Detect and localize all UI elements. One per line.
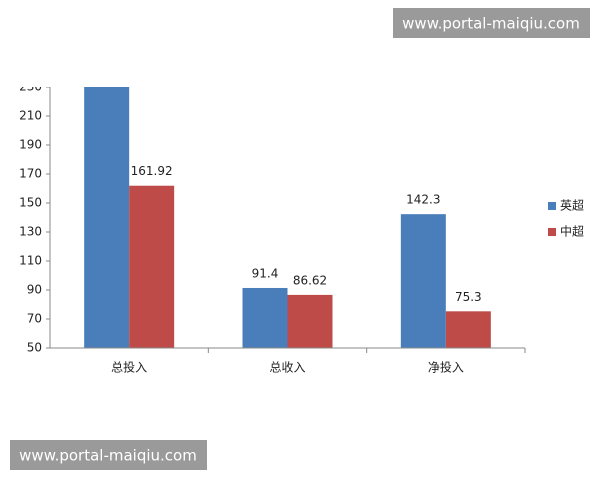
x-tick-label: 总收入 xyxy=(269,361,305,375)
watermark-box xyxy=(10,440,207,470)
data-label: 86.62 xyxy=(293,273,327,287)
y-tick-label: 90 xyxy=(27,283,42,297)
y-tick-label: 150 xyxy=(19,196,42,210)
watermark-box xyxy=(393,8,590,38)
y-tick-label: 170 xyxy=(19,167,42,181)
data-label: 142.3 xyxy=(406,193,440,207)
y-tick-label: 230 xyxy=(19,80,42,94)
bar xyxy=(242,287,288,348)
y-tick-label: 50 xyxy=(27,341,42,355)
y-tick-label: 110 xyxy=(19,254,42,268)
watermark: www.portal-maiqiu.com xyxy=(19,447,197,465)
legend-label: 中超 xyxy=(560,224,584,239)
data-label: 91.4 xyxy=(252,266,279,280)
data-label: 161.92 xyxy=(131,164,173,178)
plot-area: 50 70 90 110 130 150 170 190 210 230 xyxy=(19,80,491,355)
data-label: 75.3 xyxy=(455,290,482,304)
y-tick-label: 190 xyxy=(19,138,42,152)
legend-swatch xyxy=(548,228,556,236)
bar xyxy=(84,87,130,348)
watermark: www.portal-maiqiu.com xyxy=(402,15,580,33)
y-tick-label: 210 xyxy=(19,109,42,123)
legend-swatch xyxy=(548,202,556,210)
bar xyxy=(287,294,333,348)
bar xyxy=(129,185,175,348)
bar xyxy=(445,311,491,348)
bar xyxy=(400,214,446,348)
y-tick-label: 130 xyxy=(19,225,42,239)
x-tick-label: 净投入 xyxy=(428,360,464,375)
y-tick-label: 70 xyxy=(27,312,42,326)
x-tick-label: 总投入 xyxy=(111,360,147,375)
legend-label: 英超 xyxy=(560,198,584,213)
